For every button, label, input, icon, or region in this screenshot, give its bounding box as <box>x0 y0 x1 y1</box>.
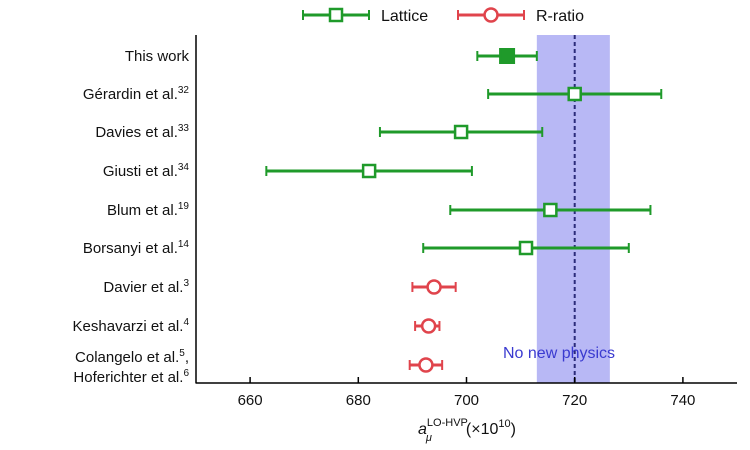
legend-label: Lattice <box>381 8 428 25</box>
data-point-circle <box>420 318 437 334</box>
data-row: Blum et al.19 <box>107 201 652 219</box>
row-label: Davies et al.33 <box>95 123 189 141</box>
data-point-square <box>361 163 377 179</box>
data-row: Borsanyi et al.14 <box>83 239 630 257</box>
data-row: Davier et al.3 <box>103 278 457 296</box>
data-row: Giusti et al.34 <box>103 162 473 180</box>
data-row: Gérardin et al.32 <box>83 85 663 103</box>
x-tick-label: 700 <box>454 392 479 409</box>
x-tick-label: 720 <box>562 392 587 409</box>
row-label: Keshavarzi et al.4 <box>73 317 190 335</box>
rows-layer: This work Gérardin et al.32 Davies et al.3… <box>73 48 663 386</box>
data-row: Davies et al.33 <box>95 123 544 141</box>
x-tick-label: 660 <box>238 392 263 409</box>
x-tick-label: 680 <box>346 392 371 409</box>
data-row: Colangelo et al.5, Hoferichter et al.6 <box>73 348 444 386</box>
data-row: This work <box>125 48 538 65</box>
row-label: Blum et al.19 <box>107 201 189 219</box>
data-point-circle <box>418 357 434 373</box>
data-point-square <box>518 240 534 256</box>
data-point-circle <box>426 279 442 295</box>
legend-item: Lattice <box>302 7 428 25</box>
legend-item: R-ratio <box>457 7 584 25</box>
data-point-square <box>453 124 469 140</box>
row-label: Borsanyi et al.14 <box>83 239 190 257</box>
data-row: Keshavarzi et al.4 <box>73 317 441 335</box>
axes-layer: 660 680 700 720 740 aLO-HVP μ (×1010) <box>195 35 737 444</box>
legend-label: R-ratio <box>536 8 584 25</box>
legend-marker-square <box>328 7 344 23</box>
row-label-second-line: Hoferichter et al.6 <box>73 368 189 386</box>
data-point-square <box>567 86 582 102</box>
legend-marker-circle <box>483 7 499 23</box>
legend: Lattice R-ratio <box>302 7 584 25</box>
row-label: Colangelo et al.5, <box>75 348 189 366</box>
band-label: No new physics <box>503 345 615 362</box>
row-label: This work <box>125 48 190 65</box>
x-tick-label: 740 <box>670 392 695 409</box>
x-axis-label: aLO-HVP μ (×1010) <box>418 417 516 444</box>
row-label: Giusti et al.34 <box>103 162 190 180</box>
row-label: Gérardin et al.32 <box>83 85 190 103</box>
data-point-square-filled <box>499 48 516 64</box>
row-label: Davier et al.3 <box>103 278 189 296</box>
data-point-square <box>543 202 558 218</box>
